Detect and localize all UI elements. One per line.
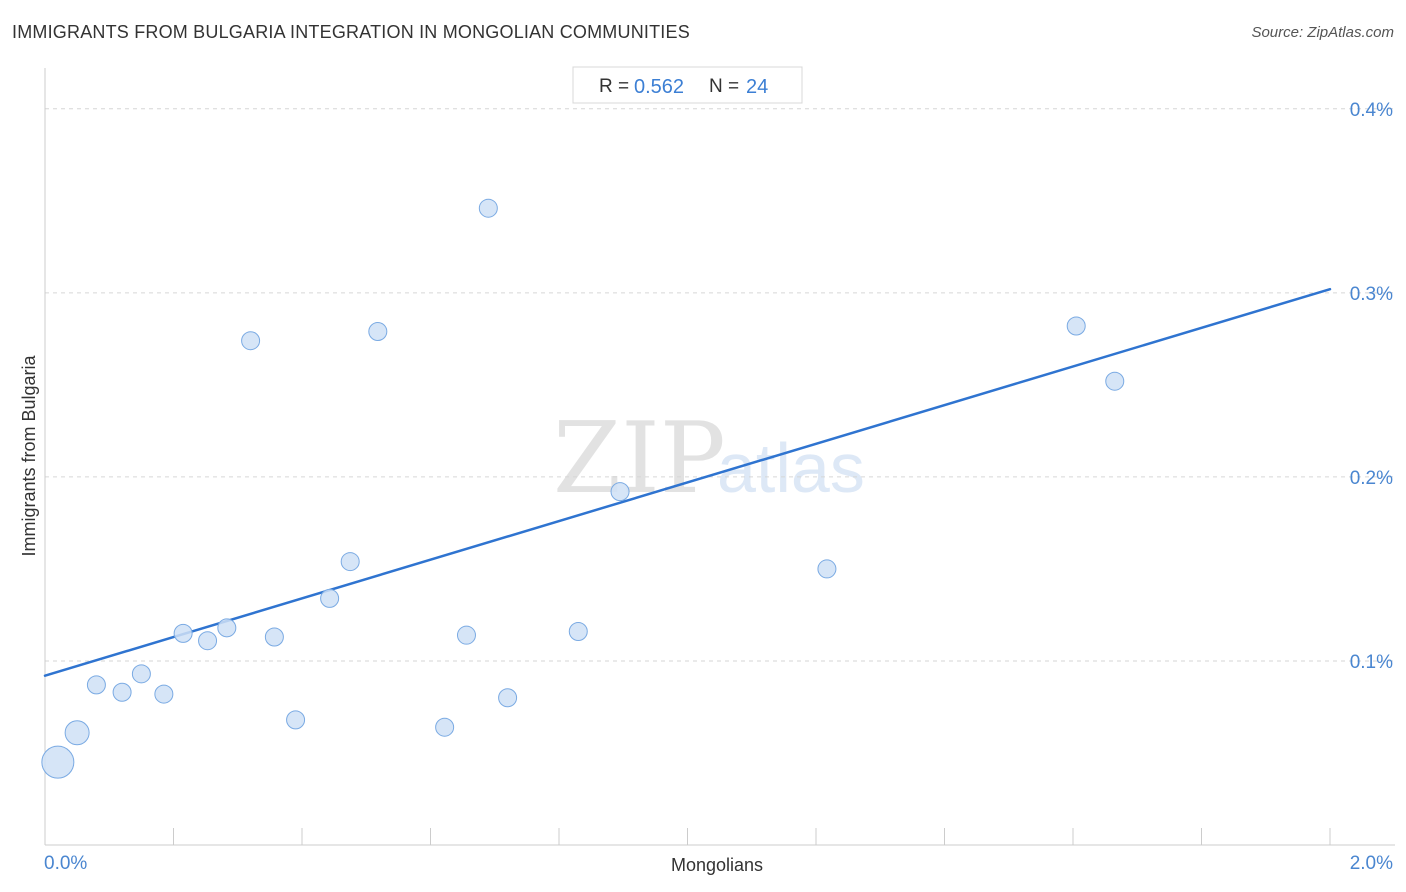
data-point xyxy=(340,552,360,572)
data-point xyxy=(817,559,837,579)
data-point xyxy=(198,631,218,651)
data-point xyxy=(131,664,151,684)
data-point xyxy=(286,710,306,730)
stats-box: R = 0.562 N = 24 xyxy=(572,66,803,104)
n-value: 24 xyxy=(746,76,768,98)
data-point xyxy=(498,688,518,708)
y-tick-label: 0.1% xyxy=(1350,652,1393,673)
data-point xyxy=(368,322,388,342)
chart-title: IMMIGRANTS FROM BULGARIA INTEGRATION IN … xyxy=(12,22,690,42)
r-value: 0.562 xyxy=(634,76,684,98)
data-point xyxy=(86,675,106,695)
axes xyxy=(44,68,1395,846)
n-label: N = xyxy=(709,76,739,97)
data-point xyxy=(435,717,455,737)
data-points xyxy=(41,198,1125,779)
tick-labels: 0.1% 0.2% 0.3% 0.4% 0.0% 2.0% xyxy=(44,100,1393,874)
data-point xyxy=(478,198,498,218)
data-point xyxy=(320,588,340,608)
data-point xyxy=(456,625,476,645)
x-tick-label: 0.0% xyxy=(44,853,87,874)
data-point xyxy=(112,682,132,702)
data-point xyxy=(241,331,261,351)
r-label: R = xyxy=(599,76,629,97)
y-tick-label: 0.3% xyxy=(1350,284,1393,305)
y-tick-label: 0.2% xyxy=(1350,468,1393,489)
data-point xyxy=(41,745,75,779)
data-point xyxy=(217,618,237,638)
data-point xyxy=(1066,316,1086,336)
data-point xyxy=(154,684,174,704)
watermark-zip: ZIP xyxy=(553,402,726,516)
trend-line xyxy=(43,287,1332,677)
data-point xyxy=(610,482,630,502)
y-axis-title: Immigrants from Bulgaria xyxy=(19,354,39,556)
watermark: ZIP atlas xyxy=(553,402,865,516)
data-point xyxy=(173,623,193,643)
data-point xyxy=(1105,371,1125,391)
trend-line-group xyxy=(43,287,1332,677)
data-point xyxy=(568,622,588,642)
source-credit: Source: ZipAtlas.com xyxy=(1251,24,1394,41)
grid-lines xyxy=(45,108,1395,662)
x-axis-title: Mongolians xyxy=(671,855,763,875)
stats-box-frame xyxy=(572,66,803,104)
data-point xyxy=(264,627,284,647)
y-tick-label: 0.4% xyxy=(1350,100,1393,121)
data-point xyxy=(64,720,90,746)
x-tick-label: 2.0% xyxy=(1350,853,1393,874)
watermark-atlas: atlas xyxy=(717,429,865,507)
